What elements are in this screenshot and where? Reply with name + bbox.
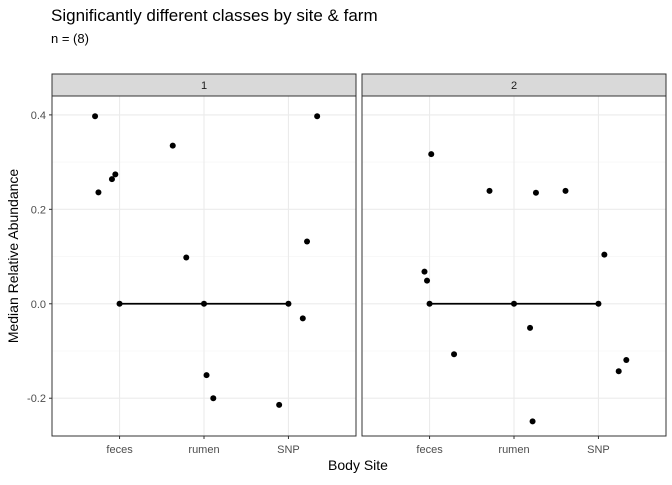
median-point bbox=[511, 300, 517, 307]
median-point bbox=[201, 300, 207, 307]
data-point bbox=[169, 142, 176, 149]
data-point bbox=[304, 238, 311, 245]
data-point bbox=[601, 251, 608, 258]
facet-panel-2: 2 feces rumen SNP bbox=[361, 73, 667, 456]
data-point bbox=[615, 368, 622, 375]
facet-strip-label: 2 bbox=[511, 80, 517, 92]
data-point bbox=[529, 418, 536, 425]
median-point bbox=[595, 300, 602, 307]
x-tick-label: rumen bbox=[498, 444, 529, 456]
data-point bbox=[108, 176, 115, 183]
y-tick-label: 0.4 bbox=[31, 110, 46, 122]
y-tick-label: 0.0 bbox=[31, 299, 46, 311]
x-tick-label: feces bbox=[416, 444, 443, 456]
median-point bbox=[285, 300, 292, 307]
data-point bbox=[183, 254, 190, 261]
data-point bbox=[92, 113, 99, 120]
median-point bbox=[426, 300, 433, 307]
data-point bbox=[421, 268, 428, 275]
data-point bbox=[95, 189, 102, 196]
y-tick-label: 0.2 bbox=[31, 204, 46, 216]
x-tick-label: SNP bbox=[587, 444, 610, 456]
facet-panels: 1 feces rumen SNP -0.2 0.0 0.2 0.4 2 feces rumen SN… bbox=[27, 73, 667, 456]
data-point bbox=[623, 356, 630, 363]
facet-panel-1: 1 feces rumen SNP -0.2 0.0 0.2 0.4 bbox=[27, 73, 357, 456]
data-point bbox=[299, 315, 306, 322]
data-point bbox=[428, 151, 435, 158]
median-point bbox=[116, 300, 123, 307]
data-point bbox=[486, 187, 493, 194]
data-point bbox=[203, 372, 210, 379]
x-tick-label: rumen bbox=[188, 444, 219, 456]
data-point bbox=[451, 351, 458, 358]
data-point bbox=[424, 277, 431, 284]
data-point bbox=[527, 324, 534, 331]
chart-subtitle: n = (8) bbox=[51, 31, 89, 46]
data-point bbox=[562, 187, 569, 194]
chart-title: Significantly different classes by site … bbox=[51, 6, 378, 25]
data-point bbox=[276, 401, 283, 408]
x-axis-title: Body Site bbox=[328, 457, 388, 473]
y-axis-title: Median Relative Abundance bbox=[5, 169, 21, 344]
y-tick-label: -0.2 bbox=[27, 393, 46, 405]
x-tick-label: SNP bbox=[277, 444, 300, 456]
data-point bbox=[532, 189, 539, 196]
facet-strip-label: 1 bbox=[201, 80, 207, 92]
data-point bbox=[314, 113, 321, 120]
data-point bbox=[112, 171, 119, 178]
data-point bbox=[210, 395, 217, 402]
x-tick-label: feces bbox=[106, 444, 133, 456]
